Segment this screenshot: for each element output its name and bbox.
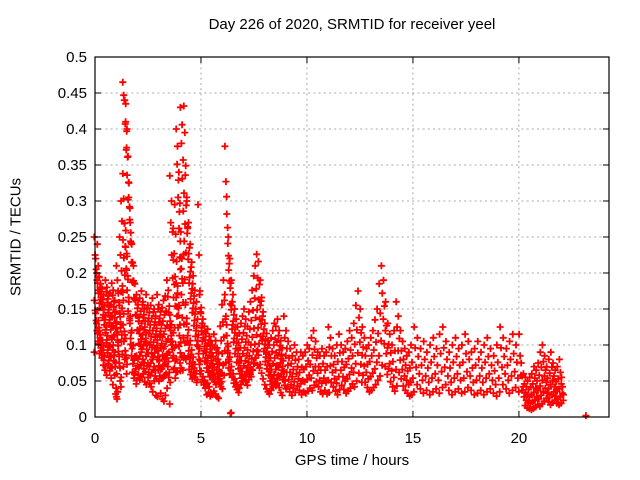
y-tick-label: 0.45	[58, 85, 87, 102]
x-tick-label: 0	[91, 430, 99, 447]
x-tick-label: 10	[299, 430, 316, 447]
plot-border	[94, 56, 610, 418]
y-tick-label: 0.15	[58, 301, 87, 318]
y-tick-label: 0	[79, 409, 87, 426]
y-tick-label: 0.5	[66, 49, 87, 66]
y-tick-label: 0.35	[58, 157, 87, 174]
chart-title: Day 226 of 2020, SRMTID for receiver yee…	[208, 16, 496, 33]
y-tick-label: 0.05	[58, 373, 87, 390]
x-tick-label: 15	[405, 430, 422, 447]
y-tick-label: 0.2	[66, 265, 87, 282]
y-tick-label: 0.1	[66, 337, 87, 354]
x-tick-label: 5	[197, 430, 205, 447]
data-points	[90, 78, 590, 420]
x-axis-label: GPS time / hours	[294, 452, 410, 469]
y-tick-label: 0.3	[66, 193, 87, 210]
x-tick-label: 20	[511, 430, 528, 447]
grid-lines	[95, 57, 609, 417]
y-tick-label: 0.25	[58, 229, 87, 246]
y-tick-label: 0.4	[66, 121, 87, 138]
